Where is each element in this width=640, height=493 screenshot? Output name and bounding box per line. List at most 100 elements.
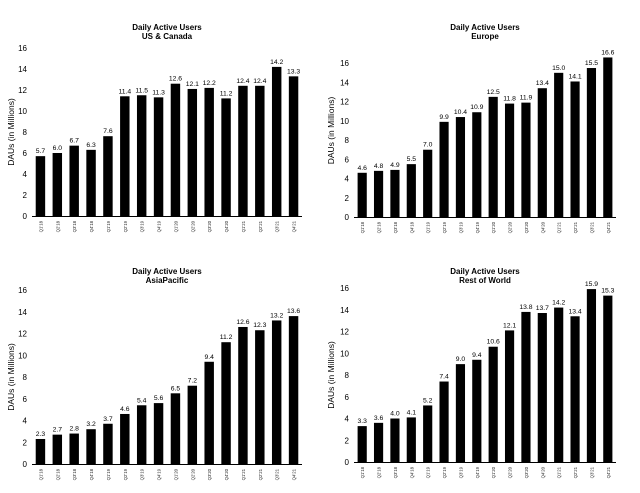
y-axis-label: DAUs (in Millions)	[326, 97, 336, 165]
bar-rest-of-world-10	[521, 311, 531, 462]
data-label: 7.2	[188, 378, 198, 385]
bar-rest-of-world-14	[586, 289, 597, 462]
x-tick-label: Q1'21	[557, 221, 562, 233]
x-tick-label: Q2'19	[442, 466, 447, 478]
x-tick-label: Q2'21	[258, 220, 263, 232]
data-label: 10.6	[487, 339, 500, 346]
bar-asiapacific-5	[120, 413, 130, 464]
x-tick-label: Q4'18	[89, 220, 94, 232]
data-label: 6.3	[86, 142, 96, 149]
x-tick-label: Q1'19	[426, 221, 431, 233]
data-label: 12.4	[236, 78, 249, 85]
data-label: 4.0	[390, 411, 400, 418]
x-tick-label: Q1'21	[241, 220, 246, 232]
x-tick-label: Q2'21	[258, 468, 263, 480]
bar-asiapacific-13	[255, 330, 265, 464]
bar-europe-4	[423, 149, 433, 217]
bar-asiapacific-10	[204, 361, 214, 464]
bar-us-canada-12	[238, 85, 248, 216]
x-tick-label: Q1'21	[557, 466, 562, 478]
y-tick-label: 4	[23, 417, 28, 426]
data-label: 9.4	[204, 354, 214, 361]
x-tick-label: Q3'20	[207, 220, 212, 232]
chart-subtitle: Rest of World	[459, 276, 511, 285]
bar-us-canada-5	[120, 96, 130, 216]
data-label: 11.2	[220, 90, 233, 97]
data-label: 5.2	[423, 397, 433, 404]
y-tick-label: 16	[340, 284, 349, 293]
data-label: 10.9	[470, 104, 483, 111]
bar-us-canada-8	[170, 83, 181, 216]
y-tick-label: 8	[23, 373, 28, 382]
bar-asiapacific-14	[271, 320, 282, 464]
bar-rest-of-world-13	[570, 316, 580, 462]
data-label: 12.3	[253, 322, 266, 329]
x-tick-label: Q2'20	[190, 468, 195, 480]
x-tick-label: Q4'18	[409, 221, 414, 233]
data-label: 15.9	[585, 281, 598, 288]
bar-asiapacific-4	[103, 423, 113, 464]
x-tick-label: Q2'18	[377, 466, 382, 478]
y-tick-label: 2	[23, 191, 28, 200]
bar-europe-15	[603, 57, 613, 218]
x-tick-label: Q1'19	[106, 468, 111, 480]
data-label: 3.7	[103, 416, 113, 423]
chart-subtitle: US & Canada	[142, 32, 193, 41]
x-tick-label: Q3'20	[207, 468, 212, 480]
y-tick-label: 2	[345, 436, 350, 445]
bar-rest-of-world-8	[488, 346, 498, 462]
x-tick-label: Q1'19	[106, 220, 111, 232]
bar-europe-10	[521, 102, 531, 217]
bar-asiapacific-2	[69, 433, 79, 464]
x-tick-label: Q3'19	[458, 466, 463, 478]
data-label: 2.7	[53, 427, 63, 434]
y-tick-label: 10	[18, 351, 27, 360]
y-tick-label: 0	[345, 213, 350, 222]
bar-asiapacific-9	[187, 385, 198, 464]
data-label: 3.6	[374, 415, 384, 422]
y-tick-label: 16	[18, 44, 27, 53]
data-label: 11.3	[152, 89, 165, 96]
bar-asiapacific-7	[153, 403, 164, 464]
bar-europe-9	[504, 103, 515, 217]
x-tick-label: Q3'19	[140, 468, 145, 480]
x-tick-label: Q2'19	[123, 468, 128, 480]
x-tick-label: Q2'20	[508, 466, 513, 478]
x-tick-label: Q1'20	[491, 466, 496, 478]
bar-us-canada-15	[288, 76, 299, 216]
bar-rest-of-world-3	[406, 417, 416, 462]
y-tick-label: 10	[340, 349, 349, 358]
data-label: 12.1	[186, 81, 199, 88]
data-label: 2.8	[69, 426, 79, 433]
data-label: 5.6	[154, 395, 164, 402]
bar-asiapacific-3	[86, 429, 96, 464]
x-tick-label: Q2'19	[123, 220, 128, 232]
x-tick-label: Q4'21	[292, 220, 297, 232]
data-label: 12.6	[236, 319, 249, 326]
bar-europe-12	[554, 72, 564, 217]
x-tick-label: Q4'19	[475, 221, 480, 233]
y-tick-label: 4	[345, 415, 350, 424]
data-label: 12.5	[487, 89, 500, 96]
bar-europe-1	[373, 170, 384, 217]
data-label: 3.3	[357, 418, 367, 425]
data-label: 14.2	[270, 59, 283, 66]
chart-panel-asiapacific: Daily Active Users AsiaPacific DAUs (in Mi…	[0, 246, 320, 493]
bar-us-canada-11	[221, 98, 231, 216]
x-tick-label: Q3'18	[393, 221, 398, 233]
y-tick-label: 8	[345, 371, 350, 380]
x-tick-label: Q1'18	[360, 221, 365, 233]
bar-europe-2	[390, 169, 400, 217]
bar-rest-of-world-0	[357, 426, 367, 462]
bar-europe-0	[357, 172, 367, 217]
bar-europe-6	[455, 117, 466, 217]
x-tick-label: Q1'19	[426, 466, 431, 478]
y-tick-label: 2	[345, 194, 350, 203]
data-label: 3.2	[86, 421, 96, 428]
y-tick-label: 12	[340, 328, 349, 337]
chart-subtitle: AsiaPacific	[146, 276, 189, 285]
y-tick-label: 6	[23, 395, 28, 404]
